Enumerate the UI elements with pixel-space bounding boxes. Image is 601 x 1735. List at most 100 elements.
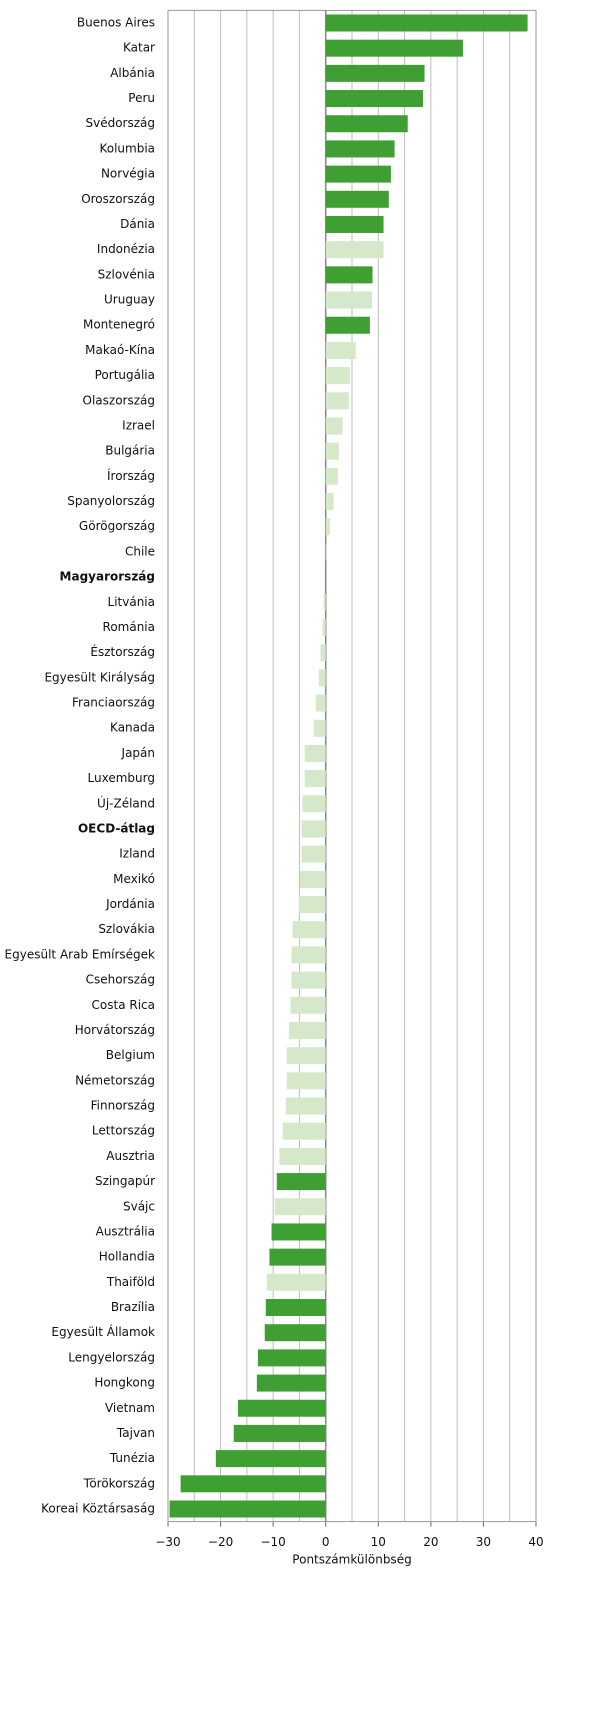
bar <box>325 518 330 536</box>
y-tick-label: Japán <box>121 746 155 760</box>
bar <box>290 996 326 1014</box>
bar <box>274 1198 326 1216</box>
bar <box>325 467 338 485</box>
bar <box>315 694 326 712</box>
bar <box>325 316 370 334</box>
bar <box>215 1450 326 1468</box>
x-tick-label: −10 <box>260 1535 285 1549</box>
bar <box>325 341 356 359</box>
y-tick-label: Tajvan <box>116 1426 155 1440</box>
y-tick-label: Svédország <box>85 116 155 130</box>
bar <box>237 1399 326 1417</box>
bar <box>292 921 326 939</box>
bar <box>325 39 463 57</box>
y-tick-label: Spanyolország <box>67 494 155 508</box>
bar <box>325 291 372 309</box>
bar <box>291 971 326 989</box>
bar <box>325 115 408 133</box>
y-tick-label: Szingapúr <box>95 1174 155 1188</box>
bar <box>266 1273 326 1291</box>
bar <box>301 845 326 863</box>
y-tick-label: Új-Zéland <box>97 795 155 810</box>
bar <box>325 140 395 158</box>
bar <box>276 1173 326 1191</box>
y-tick-label: Belgium <box>106 1048 155 1062</box>
bar <box>325 392 349 410</box>
bar <box>322 618 326 636</box>
y-tick-label: Peru <box>128 91 155 105</box>
y-tick-label: Kanada <box>110 721 155 735</box>
bar <box>325 367 350 385</box>
bar <box>286 1047 326 1065</box>
bar <box>302 795 326 813</box>
y-tick-label: Hongkong <box>94 1376 155 1390</box>
bar <box>269 1248 326 1266</box>
bar <box>318 669 326 687</box>
x-tick-label: −30 <box>155 1535 180 1549</box>
y-tick-label: Thaiföld <box>106 1275 155 1289</box>
bar <box>320 644 326 662</box>
y-tick-label: Csehország <box>86 973 155 987</box>
x-tick-label: −20 <box>208 1535 233 1549</box>
y-tick-label: Észtország <box>90 644 155 659</box>
y-tick-label: Ausztrália <box>96 1224 155 1238</box>
y-tick-label: Izland <box>119 847 155 861</box>
y-tick-label: Montenegró <box>83 318 155 332</box>
bar <box>264 1324 326 1342</box>
y-tick-label: Egyesült Államok <box>51 1324 155 1339</box>
bar <box>325 417 343 435</box>
y-tick-label: Kolumbia <box>99 141 155 155</box>
bar <box>291 946 326 964</box>
bar <box>325 543 327 561</box>
y-tick-label: OECD-átlag <box>78 821 155 835</box>
y-tick-label: Olaszország <box>83 393 155 407</box>
bar <box>325 241 384 259</box>
y-tick-label: Németország <box>75 1073 155 1087</box>
y-tick-label: Írország <box>107 468 155 483</box>
x-tick-label: 10 <box>371 1535 386 1549</box>
bar <box>325 165 391 183</box>
bar <box>265 1299 326 1317</box>
y-tick-label: Chile <box>125 544 155 558</box>
bar <box>271 1223 326 1241</box>
bar <box>257 1349 326 1367</box>
y-tick-label: Lettország <box>92 1124 155 1138</box>
y-tick-label: Litvánia <box>108 595 155 609</box>
y-tick-label: Mexikó <box>113 872 155 886</box>
y-tick-label: Katar <box>123 41 155 55</box>
y-tick-label: Makaó-Kína <box>85 343 155 357</box>
y-tick-label: Portugália <box>95 368 155 382</box>
x-tick-label: 0 <box>322 1535 330 1549</box>
y-tick-label: Románia <box>103 620 155 634</box>
y-tick-label: Görögország <box>79 519 155 533</box>
plot-frame <box>167 9 537 1523</box>
bar <box>304 744 326 762</box>
y-tick-label: Törökország <box>83 1476 155 1490</box>
y-tick-label: Izrael <box>122 418 155 432</box>
y-tick-label: Uruguay <box>104 293 155 307</box>
bar <box>169 1500 326 1518</box>
y-tick-label: Albánia <box>110 66 155 80</box>
y-tick-label: Buenos Aires <box>77 15 155 29</box>
y-tick-label: Oroszország <box>81 192 155 206</box>
bar <box>180 1475 326 1493</box>
x-tick-label: 20 <box>423 1535 438 1549</box>
bar <box>256 1374 326 1392</box>
y-tick-label: Hollandia <box>99 1250 155 1264</box>
bar <box>298 896 326 914</box>
y-tick-label: Dánia <box>120 217 155 231</box>
y-tick-label: Svájc <box>123 1199 155 1213</box>
bar <box>233 1424 326 1442</box>
bar <box>299 870 326 888</box>
bar <box>286 1072 326 1090</box>
bar <box>325 64 425 82</box>
y-tick-label: Egyesült Királyság <box>44 670 155 684</box>
bar <box>288 1021 326 1039</box>
bar <box>325 14 528 32</box>
y-tick-label: Finnország <box>91 1099 155 1113</box>
bar <box>325 442 339 460</box>
y-tick-label: Vietnam <box>105 1401 155 1415</box>
y-tick-label: Magyarország <box>60 570 155 584</box>
bar <box>313 719 326 737</box>
y-tick-label: Koreai Köztársaság <box>41 1502 155 1516</box>
